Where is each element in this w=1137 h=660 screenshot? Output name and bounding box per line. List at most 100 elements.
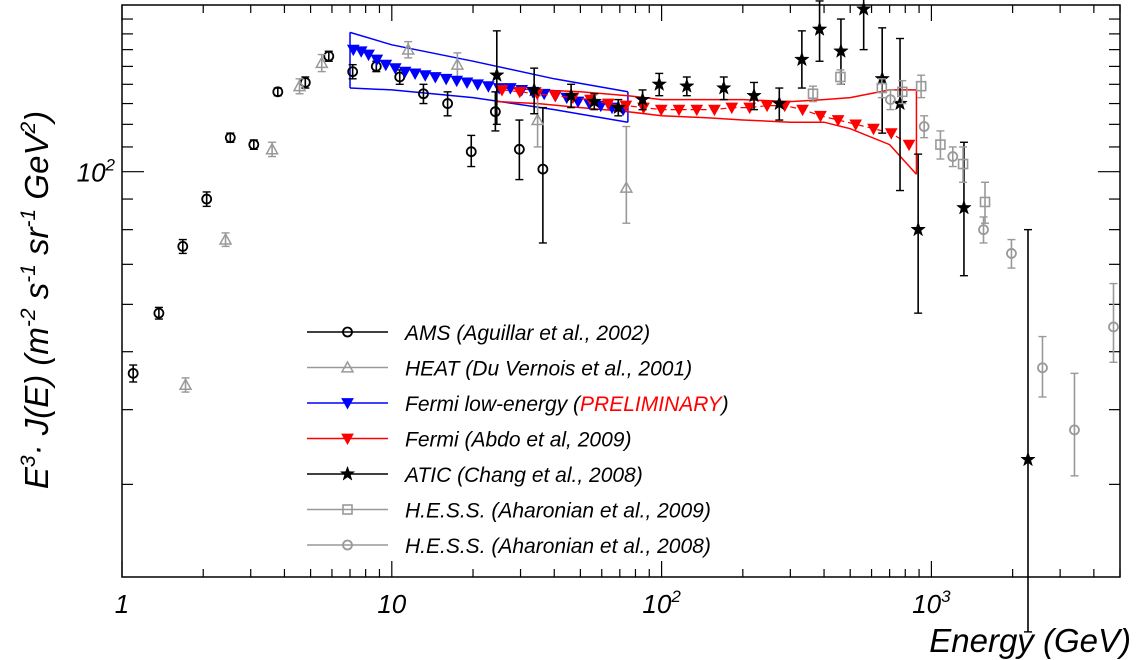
data-point xyxy=(513,86,527,99)
legend-marker xyxy=(342,326,353,338)
data-point xyxy=(408,68,422,80)
data-point xyxy=(153,307,165,319)
data-point xyxy=(915,80,927,92)
data-point xyxy=(398,66,412,79)
data-point xyxy=(725,102,739,115)
data-point xyxy=(1006,248,1017,259)
data-point xyxy=(465,146,477,158)
data-point xyxy=(978,224,989,236)
series-0 xyxy=(127,50,549,383)
band-edge-3 xyxy=(496,100,917,175)
data-point xyxy=(935,139,946,150)
data-point xyxy=(201,193,213,205)
data-point xyxy=(265,142,279,155)
legend-label: HEAT (Du Vernois et al., 2001) xyxy=(405,358,692,381)
data-point xyxy=(495,85,509,97)
data-point xyxy=(248,139,260,150)
data-point xyxy=(460,77,474,89)
data-point xyxy=(811,21,828,37)
y-label-exp-3: 3 xyxy=(17,455,40,467)
data-point xyxy=(814,110,827,123)
data-point xyxy=(347,66,359,78)
legend-label: H.E.S.S. (Aharonian et al., 2008) xyxy=(405,535,711,558)
y-label-e: E xyxy=(18,466,55,489)
legend-marker xyxy=(342,539,353,551)
data-point xyxy=(489,106,501,118)
data-point xyxy=(902,139,916,152)
data-point xyxy=(743,102,757,115)
legend-label: AMS (Aguillar et al., 2002) xyxy=(403,322,650,345)
legend-entry-2: Fermi low-energy (PRELIMINARY) xyxy=(307,393,729,416)
data-series xyxy=(127,0,1119,633)
data-point xyxy=(442,98,454,109)
legend: AMS (Aguillar et al., 2002) HEAT (Du Vern… xyxy=(307,322,729,558)
data-point xyxy=(530,113,545,126)
data-point xyxy=(586,93,603,109)
data-point xyxy=(526,81,543,97)
data-point xyxy=(957,158,969,170)
data-point xyxy=(979,196,991,208)
legend-entry-3: Fermi (Abdo et al, 2009) xyxy=(307,429,631,452)
data-point xyxy=(833,43,849,58)
data-point xyxy=(379,59,393,72)
data-point xyxy=(619,180,634,193)
data-point xyxy=(876,82,888,94)
y-label-exp-m1a: -1 xyxy=(17,264,40,283)
data-point xyxy=(678,77,695,93)
data-point xyxy=(849,119,863,131)
data-point xyxy=(471,79,484,91)
legend-entry-1: HEAT (Du Vernois et al., 2001) xyxy=(307,358,692,381)
legend-marker xyxy=(341,433,354,446)
legend-entry-0: AMS (Aguillar et al., 2002) xyxy=(307,322,650,345)
y-label-exp-m2: -2 xyxy=(17,308,40,327)
legend-label: ATIC (Chang et al., 2008) xyxy=(403,464,643,487)
legend-label: Fermi low-energy (PRELIMINARY) xyxy=(405,393,729,416)
data-point xyxy=(956,199,972,215)
data-point xyxy=(807,88,819,100)
data-point xyxy=(867,123,880,136)
series-2 xyxy=(346,44,630,117)
x-axis-label: Energy (GeV) xyxy=(929,622,1131,659)
data-point xyxy=(370,54,384,67)
data-point xyxy=(708,104,721,117)
data-point xyxy=(482,81,495,93)
data-point xyxy=(418,70,432,82)
data-point xyxy=(918,121,930,132)
data-point xyxy=(1020,451,1036,467)
data-point xyxy=(690,104,704,117)
legend-marker xyxy=(342,504,353,515)
data-point xyxy=(292,79,307,92)
data-point xyxy=(1069,424,1080,436)
data-point xyxy=(835,71,846,83)
error-bands xyxy=(349,31,918,175)
data-point xyxy=(548,90,562,103)
data-point xyxy=(224,132,236,144)
data-point xyxy=(127,367,139,379)
data-point xyxy=(450,75,464,88)
legend-entry-6: H.E.S.S. (Aharonian et al., 2008) xyxy=(307,535,711,558)
data-point xyxy=(428,72,442,84)
legend-marker xyxy=(339,465,356,481)
data-point xyxy=(178,377,193,391)
data-point xyxy=(947,151,959,162)
data-point xyxy=(910,221,927,237)
data-point xyxy=(439,73,453,86)
legend-label: Fermi (Abdo et al, 2009) xyxy=(405,429,631,452)
band-edge-2 xyxy=(349,87,629,123)
data-point xyxy=(771,95,788,111)
data-point xyxy=(760,100,774,113)
data-point xyxy=(1037,362,1048,374)
y-label-dot: · J(E) (m xyxy=(18,327,55,455)
x-tick-label: 102 xyxy=(642,587,681,619)
data-point xyxy=(177,241,189,252)
data-point xyxy=(314,55,329,69)
data-point xyxy=(654,104,668,117)
data-point xyxy=(831,115,845,127)
series-4 xyxy=(488,0,1036,633)
data-point xyxy=(488,66,505,82)
band-edge-3 xyxy=(496,87,917,103)
y-axis-label: E3· J(E) (m-2 s-1 sr-1 GeV2) xyxy=(17,111,55,489)
plot-frame xyxy=(121,4,1121,578)
y-label-exp-m1b: -1 xyxy=(17,209,40,228)
